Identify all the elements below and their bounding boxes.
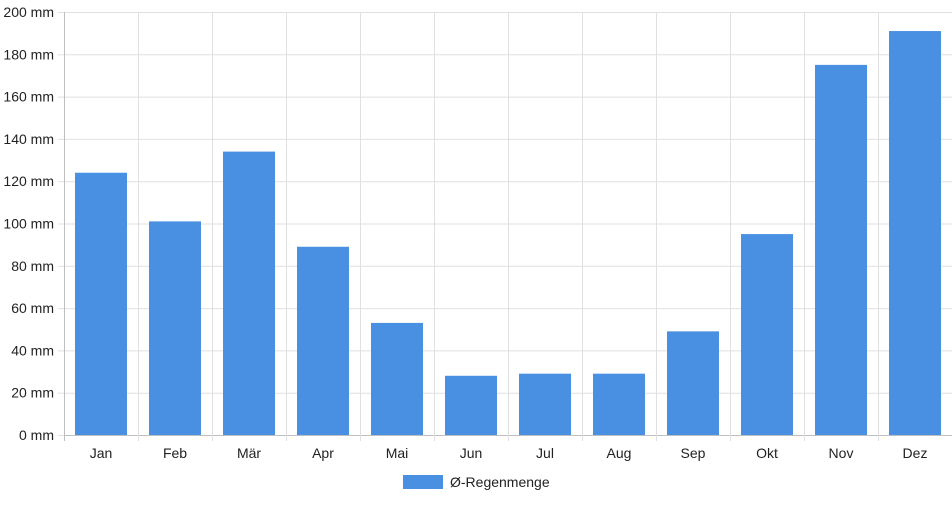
x-tick-label: Jun — [460, 445, 483, 461]
x-tick-label: Mai — [386, 445, 409, 461]
y-tick-label: 140 mm — [3, 131, 54, 147]
y-tick-label: 0 mm — [19, 427, 54, 443]
bar-aug[interactable] — [593, 373, 645, 435]
y-tick-label: 120 mm — [3, 173, 54, 189]
bar-jun[interactable] — [445, 375, 497, 435]
bar-mär[interactable] — [223, 151, 275, 435]
x-tick-label: Sep — [681, 445, 706, 461]
x-tick-label: Jul — [536, 445, 554, 461]
x-tick-label: Jan — [90, 445, 113, 461]
x-tick-label: Apr — [312, 445, 334, 461]
axis-layer — [58, 12, 64, 436]
y-tick-label: 20 mm — [11, 385, 54, 401]
bar-apr[interactable] — [297, 246, 349, 435]
bar-jan[interactable] — [75, 172, 127, 436]
bar-okt[interactable] — [741, 234, 793, 435]
bar-nov[interactable] — [815, 64, 867, 435]
y-tick-label: 80 mm — [11, 258, 54, 274]
bar-feb[interactable] — [149, 221, 201, 435]
x-tick-label: Mär — [237, 445, 261, 461]
legend-swatch[interactable] — [403, 475, 443, 489]
legend-label[interactable]: Ø-Regenmenge — [450, 474, 550, 490]
bars-layer — [75, 31, 941, 436]
x-tick-labels: Jan Feb Mär Apr Mai Jun Jul Aug Sep Okt Nov Dez — [90, 445, 928, 461]
y-tick-labels: 0 mm 20 mm 40 mm 60 mm 80 mm 100 mm 120 mm 140 … — [3, 4, 54, 443]
legend[interactable]: Ø-Regenmenge — [403, 474, 550, 490]
x-tick-label: Okt — [756, 445, 778, 461]
bar-jul[interactable] — [519, 373, 571, 435]
y-tick-label: 40 mm — [11, 342, 54, 358]
x-tick-label: Feb — [163, 445, 187, 461]
y-tick-label: 200 mm — [3, 4, 54, 20]
x-tick-label: Aug — [607, 445, 632, 461]
y-tick-label: 60 mm — [11, 300, 54, 316]
y-tick-label: 160 mm — [3, 89, 54, 105]
y-tick-label: 100 mm — [3, 216, 54, 232]
bar-sep[interactable] — [667, 331, 719, 435]
grid-layer — [64, 12, 952, 441]
x-tick-label: Nov — [829, 445, 854, 461]
x-tick-label: Dez — [903, 445, 928, 461]
bar-dez[interactable] — [889, 31, 941, 435]
y-tick-label: 180 mm — [3, 46, 54, 62]
bar-mai[interactable] — [371, 322, 423, 435]
